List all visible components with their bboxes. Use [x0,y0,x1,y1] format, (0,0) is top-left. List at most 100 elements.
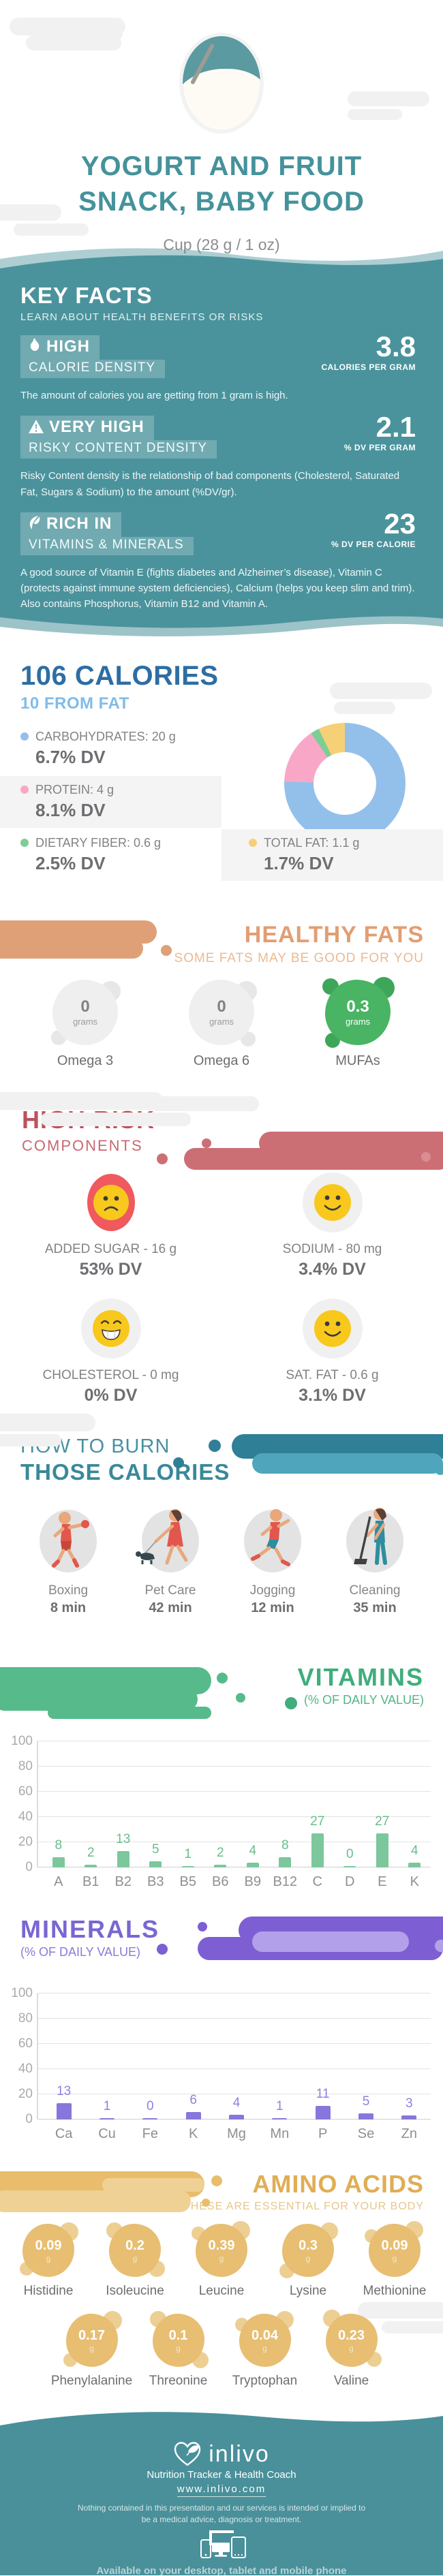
fact-metric: RISKY CONTENT DENSITY [20,440,217,459]
leaf-icon [29,515,41,535]
amino-lysine: 0.3 g Lysine [265,2222,352,2299]
bar-column-P: 11 P [301,1993,344,2141]
bar-value-label: 2 [87,1846,95,1861]
amino-phenylalanine: 0.17 g Phenylalanine [48,2311,135,2389]
y-axis-tick-label: 20 [18,1835,33,1849]
key-facts-title: KEY FACTS [20,283,153,308]
bar-column-Cu: 1 Cu [85,1993,128,2141]
bar-value-label: 4 [410,1843,418,1858]
amino-name: Lysine [289,2284,327,2298]
warning-icon [29,419,44,438]
bar-category-label: Mg [227,2126,246,2141]
risk-dv: 0% DV [84,1386,138,1405]
legend-dot [20,732,29,741]
bar [315,2105,331,2120]
legend-carbohydrates: CARBOHYDRATES: 20 g 6.7% DV [0,723,222,775]
gridline [37,2018,431,2019]
amino-tryptophan: 0.04 g Tryptophan [222,2311,308,2389]
bar [272,2118,288,2120]
burn-title-line2: THOSE CALORIES [20,1459,230,1485]
bar-category-label: B1 [82,1874,100,1889]
cloud-decoration [382,2321,443,2333]
jogging-figure [251,1509,290,1566]
amino-unit: g [349,2343,354,2353]
fact-description: Risky Content density is the relationshi… [20,470,400,498]
fat-name: MUFAs [335,1053,380,1068]
amino-value: 0.3 [299,2237,318,2253]
bar-column-B6: 2 B6 [204,1741,237,1889]
gridline [37,1791,431,1792]
cleaning-figure [354,1508,387,1565]
bar-category-label: Se [357,2126,375,2141]
cloud-decoration [330,683,432,699]
fat-omega6: 0 grams Omega 6 [174,980,269,1069]
risk-dv: 3.4% DV [299,1260,366,1279]
fact-vitamins-minerals: RICH IN VITAMINS & MINERALS 23 % DV PER … [20,509,423,612]
fat-value: 0 [80,997,90,1016]
amino-unit: g [305,2253,311,2263]
amino-name: Methionine [363,2284,427,2298]
bar-category-label: B12 [273,1874,298,1889]
cloud-decoration [348,91,429,106]
bar-category-label: K [410,1874,419,1889]
fact-value: 2.1 [376,411,416,444]
legend-dot [20,786,29,794]
bar-category-label: Zn [401,2126,417,2141]
cloud-decoration [0,1092,164,1110]
fact-calorie-density: HIGH CALORIE DENSITY 3.8 CALORIES PER GR… [20,332,423,403]
bar-column-B12: 8 B12 [269,1741,302,1889]
calorie-donut-chart [284,723,406,844]
bar-value-label: 13 [57,2083,72,2098]
y-axis-tick-label: 0 [25,1860,33,1874]
key-facts-subtitle: LEARN ABOUT HEALTH BENEFITS OR RISKS [20,311,264,323]
y-axis-tick-label: 80 [18,1759,33,1773]
y-axis-tick-label: 40 [18,1810,33,1824]
legend-dot [249,839,257,847]
vitamins-section: VITAMINS (% OF DAILY VALUE) 0 20 40 60 80 100… [0,1648,443,1900]
y-axis-tick-label: 0 [25,2112,33,2126]
bar-column-B5: 1 B5 [172,1741,204,1889]
bar [85,1865,97,1867]
amino-value: 0.09 [35,2237,62,2253]
bar-column-Mn: 1 Mn [258,1993,301,2141]
footer-section: inlivo Nutrition Tracker & Health Coach … [0,2408,443,2575]
amino-name: Valine [333,2374,369,2388]
bar-column-B2: 13 B2 [107,1741,140,1889]
flame-icon [29,338,41,358]
healthy-fats-title: HEALTHY FATS [244,922,424,948]
bar-category-label: E [378,1874,387,1889]
boxing-figure [52,1512,89,1568]
amino-unit: g [219,2253,224,2263]
activity-time: 8 min [50,1600,87,1615]
legend-fiber: DIETARY FIBER: 0.6 g 2.5% DV [0,829,222,881]
inlivo-url-link[interactable]: www.inlivo.com [177,2483,266,2497]
bar-column-B9: 4 B9 [236,1741,269,1889]
bar [246,1862,259,1867]
y-axis-tick-label: 100 [11,1734,33,1748]
cloud-decoration [348,109,402,120]
smile-face-icon [314,1310,351,1347]
amino-acids-section: AMINO ACIDS THESE ARE ESSENTIAL FOR YOUR… [0,2152,443,2408]
y-axis-tick-label: 60 [18,1784,33,1799]
activity-name: Pet Care [144,1583,196,1598]
smile-face-icon [314,1184,351,1221]
amino-threonine: 0.1 g Threonine [135,2311,222,2389]
bar-category-label: Cu [98,2126,116,2141]
gridline [37,1816,431,1817]
bar [401,2115,417,2120]
y-axis-line [37,1993,38,2120]
footer-disclaimer: Nothing contained in this presentation a… [77,2503,366,2525]
activity-time: 12 min [251,1600,294,1615]
risk-label: SAT. FAT - 0.6 g [286,1368,379,1382]
bar [408,1862,421,1867]
risk-label: CHOLESTEROL - 0 mg [42,1368,179,1382]
fact-description: The amount of calories you are getting f… [20,390,288,401]
y-axis-tick-label: 100 [11,1986,33,2000]
bar-category-label: D [345,1874,355,1889]
wave-divider [0,616,443,643]
footer-availability: Available on your desktop, tablet and mo… [96,2564,347,2575]
bar-column-B1: 2 B1 [75,1741,108,1889]
